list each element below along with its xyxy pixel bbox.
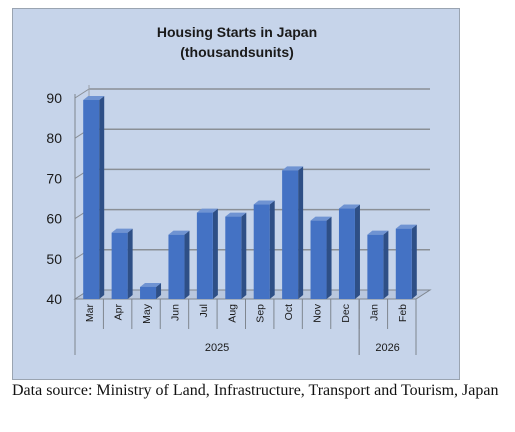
bar [367, 230, 389, 299]
bar [253, 200, 275, 299]
bar [140, 282, 162, 299]
category-label: Aug [226, 304, 238, 323]
category-label: Jul [198, 304, 210, 317]
bar-top [196, 208, 218, 213]
y-tick-label: 90 [46, 90, 62, 106]
x-axis-groups: 2025 2026 [74, 299, 417, 355]
category-label: Oct [283, 304, 295, 320]
category-label: May [141, 303, 153, 324]
y-tick-label: 80 [46, 130, 62, 146]
bar-side [156, 282, 162, 299]
bar [395, 224, 417, 299]
bar-front [225, 216, 242, 299]
bar [225, 212, 247, 299]
bar [83, 96, 105, 299]
bar-side [269, 200, 275, 299]
bar-side [127, 228, 133, 299]
y-tick-label: 50 [46, 251, 62, 267]
bar-top [395, 224, 417, 229]
bar-front [196, 212, 213, 299]
bar-top [225, 212, 247, 217]
chart-subtitle: (thousandsunits) [180, 44, 294, 60]
category-label: Mar [84, 304, 96, 323]
bar-top [83, 96, 105, 101]
category-label: Jun [169, 304, 181, 321]
y-tick-label: 70 [46, 170, 62, 186]
bar [168, 230, 190, 299]
y-tick-label: 60 [46, 211, 62, 227]
bar [111, 228, 133, 299]
bar-front [367, 234, 384, 299]
chart-title: Housing Starts in Japan [157, 24, 317, 40]
bar-top [338, 204, 360, 209]
bar-front [310, 220, 327, 299]
data-source-note: Data source: Ministry of Land, Infrastru… [12, 382, 499, 399]
bar-side [326, 216, 332, 299]
bar-top [367, 230, 389, 235]
group-label: 2026 [375, 342, 399, 354]
bar-front [338, 208, 355, 299]
bar-top [140, 282, 162, 287]
category-label: Dec [340, 304, 352, 323]
bars [83, 96, 417, 299]
y-axis-ticks: 40 50 60 70 80 90 [46, 90, 62, 307]
chart-area: Housing Starts in Japan (thousandsunits)… [12, 8, 460, 380]
bar-side [354, 204, 360, 299]
category-label: Apr [113, 304, 125, 321]
bar [338, 204, 360, 299]
bar-front [395, 228, 412, 299]
bar-top [253, 200, 275, 205]
bar-side [298, 166, 304, 299]
category-label: Jan [368, 304, 380, 321]
bar-front [253, 204, 270, 299]
x-axis-categories: Mar Apr May Jun Jul Aug Sep Oct Nov Dec Jan Feb [74, 299, 417, 329]
bar-side [99, 96, 105, 299]
bar-side [184, 230, 190, 299]
bar-side [411, 224, 417, 299]
category-label: Sep [255, 304, 267, 323]
bar [196, 208, 218, 299]
bar [310, 216, 332, 299]
bar-side [212, 208, 218, 299]
bar-chart: Housing Starts in Japan (thousandsunits)… [46, 24, 432, 355]
bar-top [168, 230, 190, 235]
bar-top [282, 166, 304, 171]
category-label: Feb [397, 304, 409, 322]
bar-top [310, 216, 332, 221]
bar-front [83, 100, 100, 299]
bar-top [111, 228, 133, 233]
bar-side [241, 212, 247, 299]
bar-front [140, 286, 157, 299]
y-tick-label: 40 [46, 291, 62, 307]
gridline-side [74, 88, 90, 99]
bar-front [111, 232, 128, 299]
bar [282, 166, 304, 299]
category-label: Nov [312, 303, 324, 322]
bar-front [282, 170, 299, 299]
bar-front [168, 234, 185, 299]
group-label: 2025 [205, 342, 229, 354]
bar-side [383, 230, 389, 299]
